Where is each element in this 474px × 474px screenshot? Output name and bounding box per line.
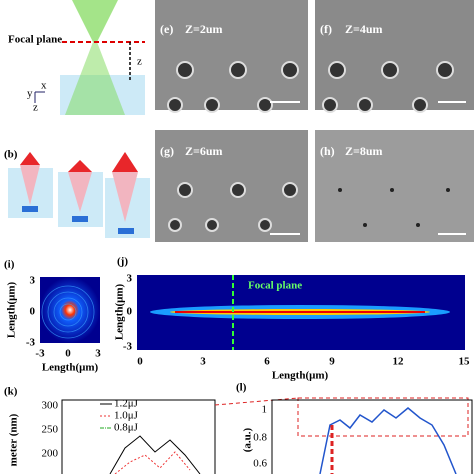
x-tick-label: 0 [137,356,143,368]
legend-label: 1.0μJ [114,410,139,422]
axis-x: x [41,80,47,92]
y-label: meter (nm) [8,413,20,466]
panel-b: (b) [4,149,150,238]
panel-label: (h) [320,144,335,158]
y-label: Length(μm) [6,281,18,338]
panel-i: (i) Length(μm) 3 0 -3 -3 0 3 Length(μm) [4,259,101,374]
panel-j: (j) Focal plane Length(μm) 3 0 -3 0 3 6 … [114,256,470,382]
y-tick-label: 300 [42,400,59,412]
y-tick-label: 3 [30,275,36,287]
panel-label: (g) [160,144,174,158]
y-tick-label: 0.6 [253,458,267,470]
panel-label: (e) [160,22,173,36]
panel-label: (j) [117,256,128,268]
caption: Z=2um [185,22,223,36]
x-tick-label: 3 [95,348,101,360]
panel-a: Focal plane z y x z [8,0,145,115]
y-tick-label: 200 [42,448,59,460]
caption: Z=6um [185,144,223,158]
y-label: (a.u.) [242,427,254,452]
y-tick-label: -3 [123,341,133,353]
caption: Z=4um [345,22,383,36]
x-tick-label: -3 [35,348,45,360]
panel-l: (l) 1 0.8 0.6 (a.u.) [214,382,473,474]
panel-label: (i) [4,259,15,271]
y-tick-label: 0.8 [253,432,267,444]
panel-label: (f) [320,22,332,36]
sem-panels: (e) Z=2um (f) Z=4um (g) Z=6um (h) Z=8um [155,0,474,242]
y-label: Length(μm) [114,283,126,340]
legend-label: 0.8μJ [114,422,139,434]
panel-label: (l) [236,382,247,394]
x-tick-label: 12 [393,356,405,368]
x-tick-label: 3 [200,356,206,368]
z-label: z [137,56,142,68]
axis-y: y [27,88,33,100]
x-tick-label: 6 [264,356,270,368]
x-tick-label: 0 [65,348,71,360]
y-tick-label: 1 [262,404,268,416]
annotation: Focal plane [248,280,302,292]
legend-label: 1.2μJ [114,398,139,410]
panel-label: (b) [4,149,18,161]
y-tick-label: 0 [127,306,133,318]
caption: Z=8um [345,144,383,158]
y-tick-label: 250 [42,424,59,436]
panel-label: (k) [4,386,18,398]
y-tick-label: 3 [127,273,133,285]
x-tick-label: 15 [459,356,471,368]
y-tick-label: 0 [30,306,36,318]
panel-k: (k) 1.2μJ 1.0μJ 0.8μJ 300 250 200 meter … [4,386,216,474]
x-label: Length(μm) [272,370,329,382]
x-label: Length(μm) [42,362,99,374]
axis-z: z [33,102,38,114]
focal-label: Focal plane [8,34,62,46]
y-tick-label: -3 [26,337,36,349]
x-tick-label: 9 [329,356,335,368]
